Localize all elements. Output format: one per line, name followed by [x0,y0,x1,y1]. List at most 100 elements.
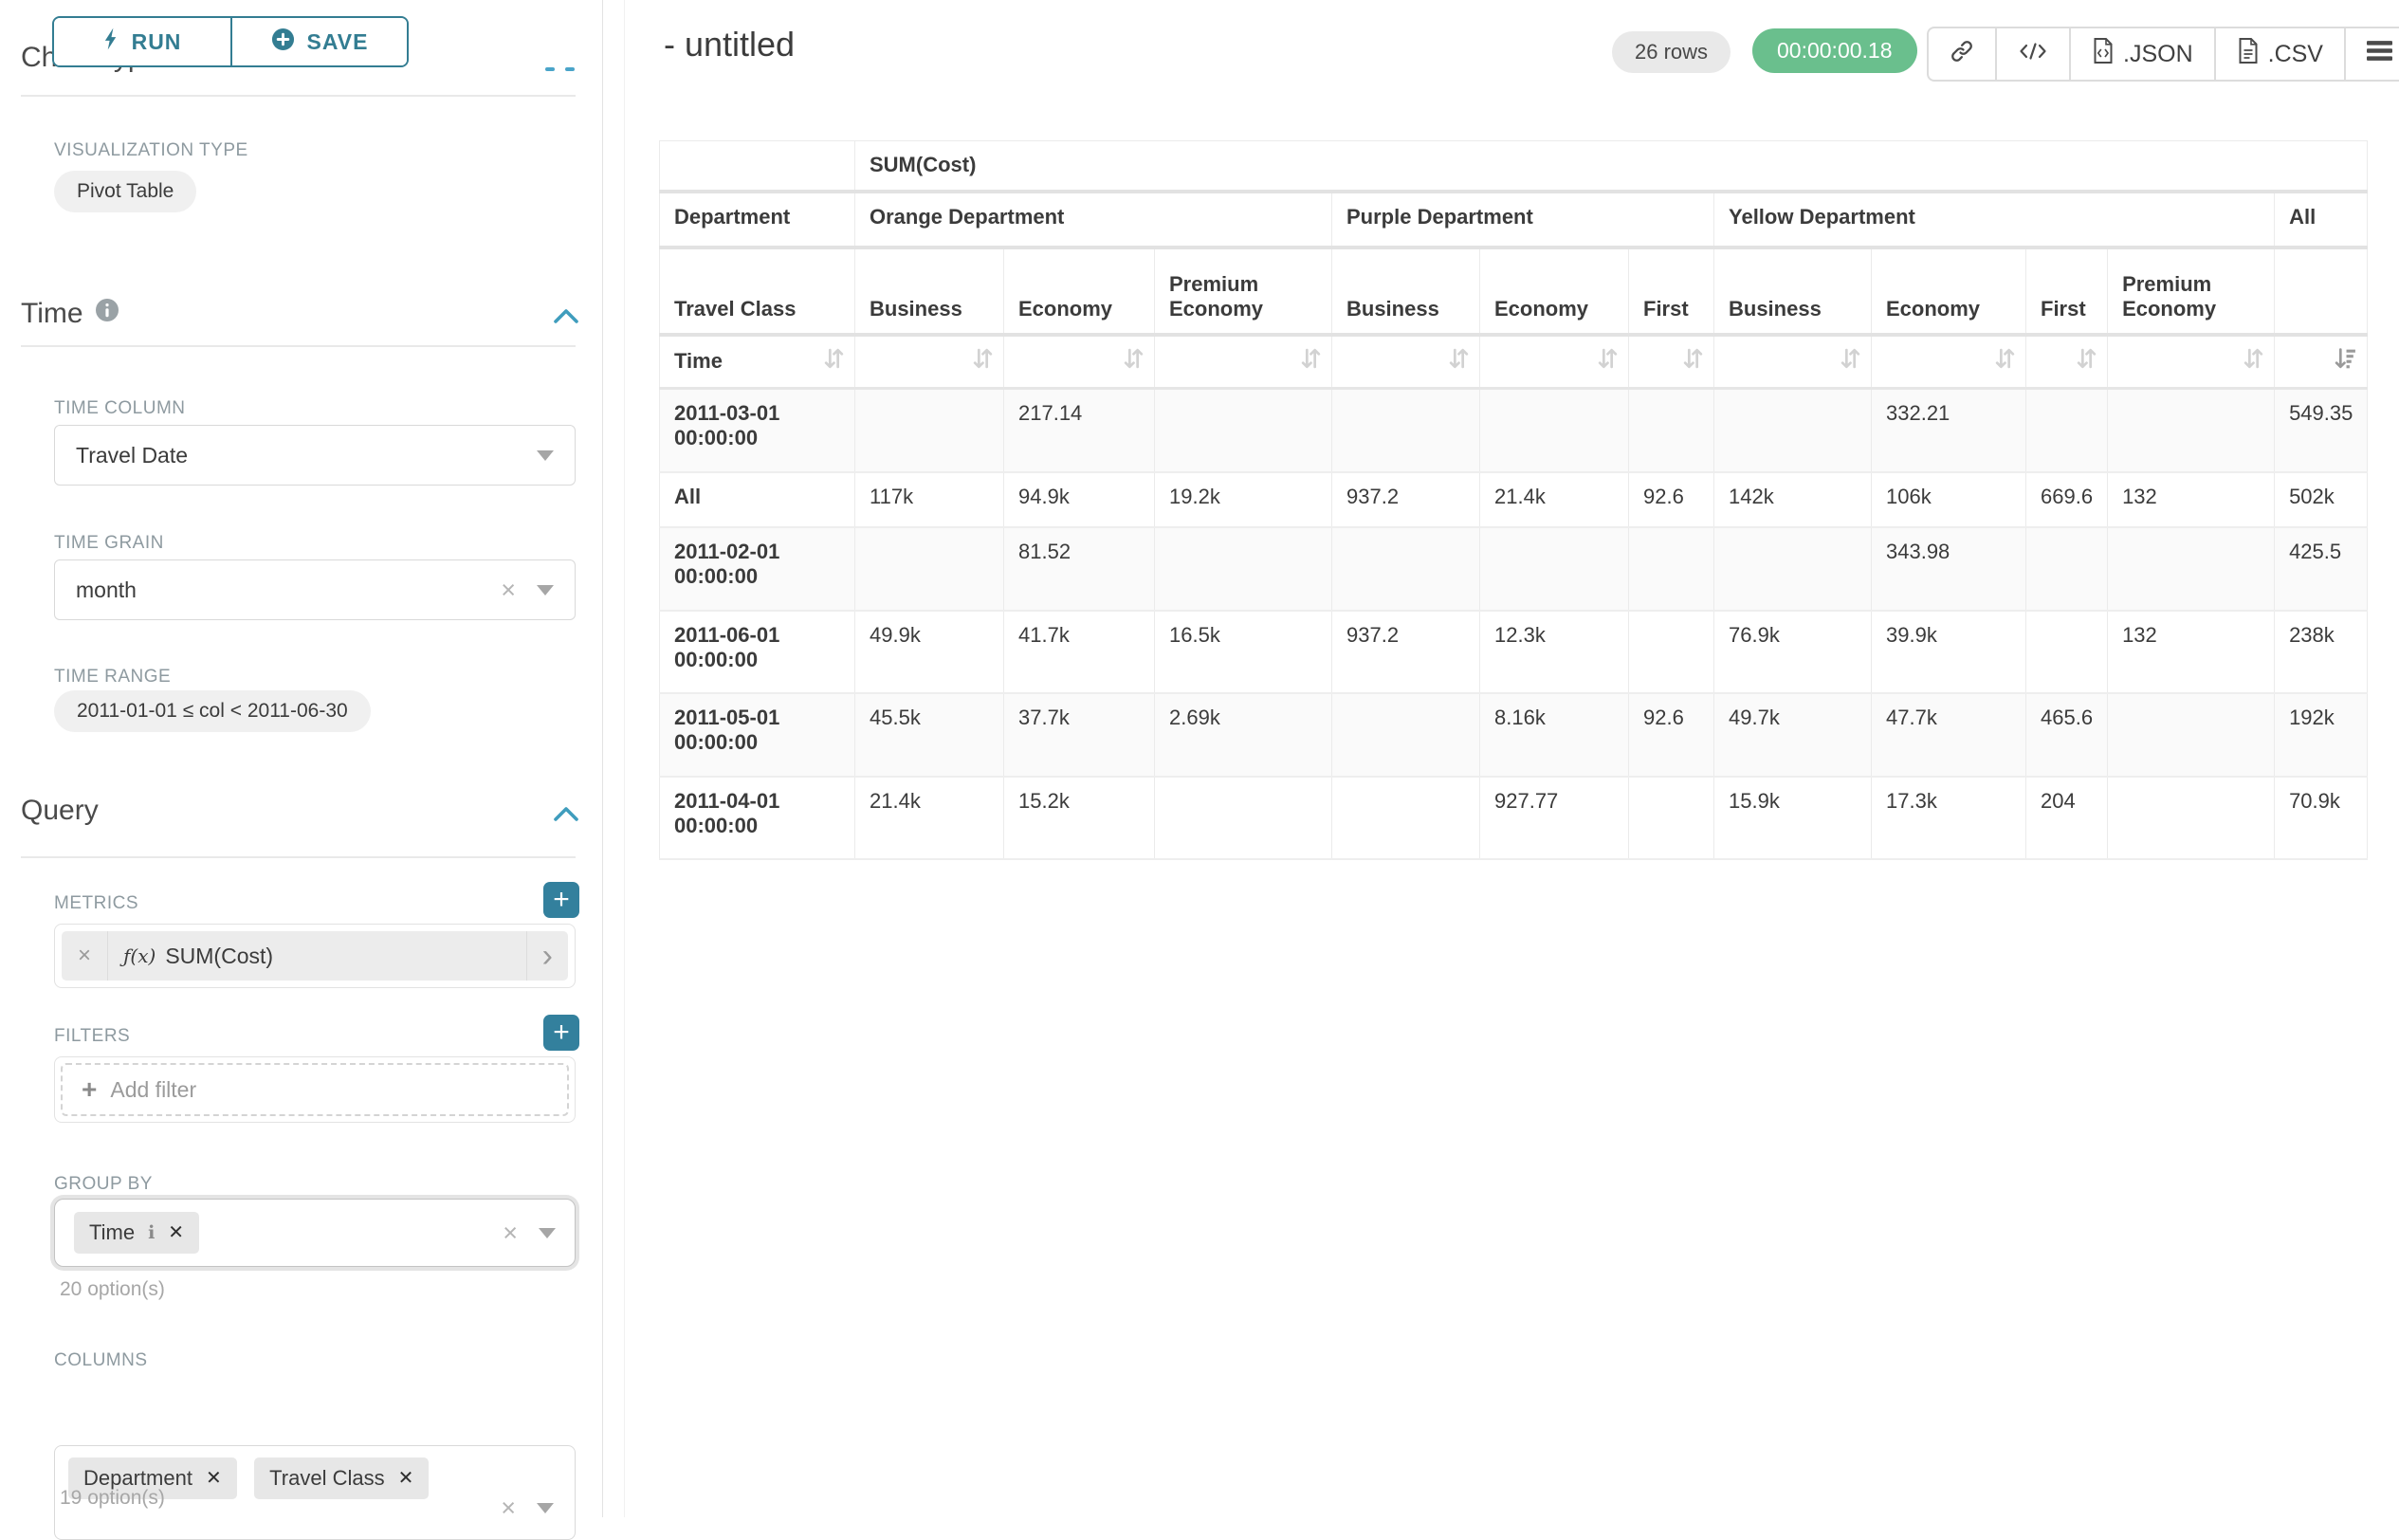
pivot-corner-cell [660,141,855,192]
pivot-value-cell [1332,693,1480,777]
sort-desc-icon [2334,347,2357,376]
remove-chip-icon[interactable]: ✕ [398,1469,414,1488]
export-csv-label: .CSV [2268,41,2323,68]
chart-toolbar: .JSON .CSV [1927,27,2399,82]
pivot-table-container: SUM(Cost)DepartmentOrange DepartmentPurp… [659,140,2368,860]
link-icon [1950,39,1974,70]
sort-icon [1597,347,1619,376]
remove-chip-icon[interactable]: ✕ [168,1223,184,1242]
metrics-label: METRICS [54,893,138,914]
group-by-chip-label: Time [89,1220,135,1245]
pivot-table: SUM(Cost)DepartmentOrange DepartmentPurp… [659,140,2368,860]
run-button-label: RUN [132,29,182,55]
pivot-value-cell: 142k [1714,472,1872,527]
pivot-value-cell [1332,777,1480,859]
page-title: - untitled [664,25,795,64]
info-icon[interactable]: i [148,1222,155,1243]
view-query-button[interactable] [1995,28,2069,80]
pivot-value-cell: 425.5 [2275,527,2368,611]
pivot-value-cell: 81.52 [1004,527,1155,611]
pivot-value-cell: 49.9k [855,611,1004,693]
pivot-value-cell: 15.9k [1714,777,1872,859]
columns-chip-travel-class[interactable]: Travel Class ✕ [254,1458,429,1499]
visualization-type-chip[interactable]: Pivot Table [54,171,196,212]
export-json-button[interactable]: .JSON [2069,28,2214,80]
pivot-row-label: 2011-05-01 00:00:00 [660,693,855,777]
save-button-label: SAVE [307,29,369,55]
pivot-value-cell: 76.9k [1714,611,1872,693]
pivot-col-dimension2-label: Travel Class [660,248,855,335]
sort-header-time[interactable]: Time [660,335,855,389]
more-options-button[interactable] [2344,28,2399,80]
pivot-value-cell: 37.7k [1004,693,1155,777]
time-grain-select[interactable]: month × [54,559,576,620]
sort-header[interactable] [1332,335,1480,389]
time-section-title: Time [21,298,83,330]
export-csv-button[interactable]: .CSV [2214,28,2344,80]
collapse-query-chevron-icon[interactable] [553,806,579,827]
collapse-time-chevron-icon[interactable] [553,308,579,329]
remove-metric-icon[interactable]: × [62,931,108,981]
remove-chip-icon[interactable]: ✕ [206,1469,222,1488]
info-icon[interactable] [95,298,119,330]
pivot-col-header: Business [855,248,1004,335]
sort-header[interactable] [855,335,1004,389]
row-count-badge: 26 rows [1612,31,1731,73]
add-filter-plus-button[interactable]: + [543,1015,579,1051]
clear-icon[interactable]: × [501,578,516,603]
clear-icon[interactable]: × [503,1220,518,1246]
pivot-value-cell [1155,777,1332,859]
sort-header[interactable] [1714,335,1872,389]
sort-header[interactable] [2108,335,2275,389]
time-range-label: TIME RANGE [54,667,171,688]
function-icon: ƒ(x) [123,944,156,967]
export-json-label: .JSON [2123,41,2193,68]
pivot-value-cell: 204 [2026,777,2108,859]
pivot-value-cell: 70.9k [2275,777,2368,859]
sort-header[interactable] [2275,335,2368,389]
metric-chip[interactable]: × ƒ(x) SUM(Cost) › [62,931,568,981]
share-link-button[interactable] [1929,28,1995,80]
sort-icon [2076,347,2097,376]
pivot-value-cell: 8.16k [1480,693,1629,777]
pivot-value-cell: 927.77 [1480,777,1629,859]
pivot-value-cell [1332,389,1480,472]
sort-icon [972,347,994,376]
pivot-col-header: Premium Economy [1155,248,1332,335]
chevron-down-icon[interactable] [539,1228,556,1238]
filters-container: + Add filter [54,1056,576,1123]
columns-chip-label: Travel Class [269,1466,384,1491]
sort-header[interactable] [2026,335,2108,389]
pivot-value-cell: 92.6 [1629,472,1714,527]
time-range-chip[interactable]: 2011-01-01 ≤ col < 2011-06-30 [54,690,371,732]
chevron-down-icon[interactable] [537,1503,554,1513]
filters-label: FILTERS [54,1026,130,1047]
pivot-value-cell [855,527,1004,611]
sort-header[interactable] [1155,335,1332,389]
time-section-header: Time [21,298,119,330]
sort-header[interactable] [1480,335,1629,389]
chevron-down-icon[interactable] [537,450,554,461]
run-button[interactable]: RUN [54,18,230,65]
group-by-chip-time[interactable]: Time i ✕ [74,1212,199,1254]
columns-options-note: 19 option(s) [60,1487,165,1510]
time-column-select[interactable]: Travel Date [54,425,576,486]
sort-icon [1994,347,2016,376]
group-by-select[interactable]: Time i ✕ × [54,1199,576,1267]
sort-header[interactable] [1629,335,1714,389]
add-metric-button[interactable]: + [543,882,579,918]
save-button[interactable]: SAVE [230,18,407,65]
add-filter-button[interactable]: + Add filter [61,1063,569,1116]
pivot-value-cell: 12.3k [1480,611,1629,693]
sort-header[interactable] [1872,335,2026,389]
pivot-value-cell: 192k [2275,693,2368,777]
pivot-col-group-header: Purple Department [1332,192,1714,248]
plus-circle-icon [271,28,295,57]
query-section-title: Query [21,795,99,827]
metric-name: SUM(Cost) [165,944,273,969]
chevron-down-icon[interactable] [537,585,554,596]
pivot-value-cell [1629,611,1714,693]
sort-header[interactable] [1004,335,1155,389]
add-filter-label: Add filter [110,1077,196,1103]
chevron-right-icon[interactable]: › [526,931,568,981]
